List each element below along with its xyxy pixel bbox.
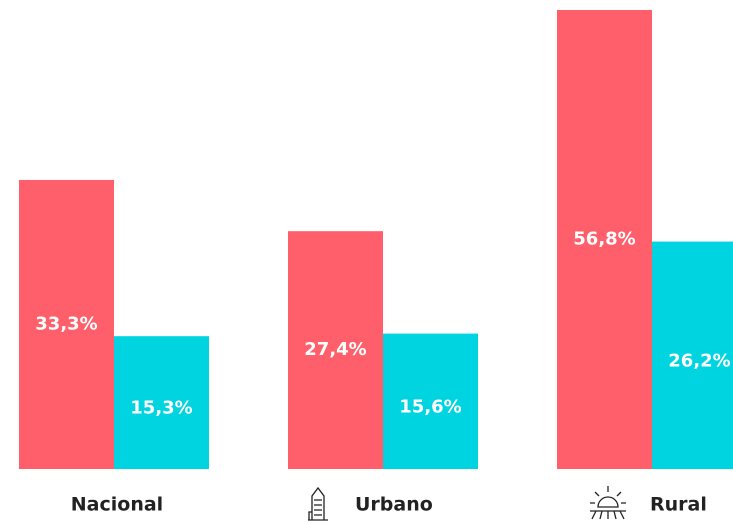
bar (557, 10, 652, 469)
value-label: 15,3% (130, 398, 192, 419)
plot-area (19, 10, 733, 469)
value-label: 27,4% (304, 339, 366, 360)
bar (652, 241, 733, 469)
category-label: Rural (650, 494, 707, 516)
sun-icon (590, 486, 626, 520)
bar (383, 333, 478, 469)
value-label: 26,2% (668, 350, 730, 371)
building-icon (308, 486, 328, 521)
value-label: 33,3% (35, 313, 97, 334)
value-label: 15,6% (399, 396, 461, 417)
bar (19, 179, 114, 469)
category-label: Urbano (355, 494, 433, 516)
value-label: 56,8% (573, 229, 635, 250)
category-label: Nacional (71, 494, 163, 516)
bar (288, 231, 383, 469)
bar (114, 336, 209, 469)
